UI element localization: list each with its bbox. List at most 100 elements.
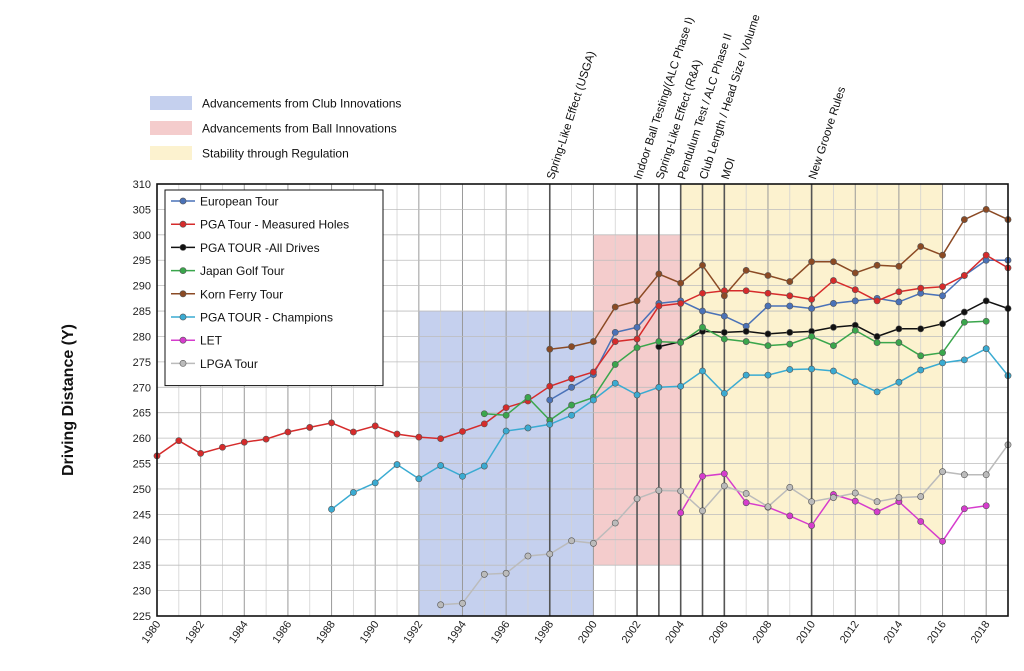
series-line xyxy=(331,347,1009,510)
x-tick-label: 1992 xyxy=(401,619,425,646)
data-point xyxy=(851,497,859,505)
data-point xyxy=(371,422,379,430)
data-point xyxy=(960,318,968,326)
data-point xyxy=(764,330,772,338)
data-point xyxy=(917,366,925,374)
data-point xyxy=(830,277,837,284)
data-point xyxy=(546,345,554,353)
data-point xyxy=(197,449,205,457)
data-point xyxy=(851,326,859,334)
data-point xyxy=(895,288,903,296)
data-point xyxy=(939,251,946,259)
data-point xyxy=(851,269,859,277)
data-point xyxy=(939,320,946,328)
data-point xyxy=(786,278,794,285)
data-point xyxy=(982,345,990,353)
data-point xyxy=(524,552,532,560)
data-point xyxy=(786,292,794,300)
x-tick-label: 2000 xyxy=(576,619,600,646)
data-point xyxy=(590,396,597,404)
data-point xyxy=(524,424,532,432)
data-point xyxy=(960,272,968,279)
data-point xyxy=(960,471,968,479)
data-point xyxy=(175,437,183,445)
y-tick-label: 285 xyxy=(133,306,151,318)
data-point xyxy=(851,286,859,294)
x-tick-label: 1994 xyxy=(445,619,469,646)
data-point xyxy=(655,338,663,345)
data-point xyxy=(764,302,772,310)
data-point xyxy=(633,297,641,305)
legend-label: Japan Golf Tour xyxy=(200,264,285,278)
data-point xyxy=(720,312,728,320)
y-tick-label: 240 xyxy=(133,535,151,547)
x-tick-label: 2006 xyxy=(707,619,731,646)
data-point xyxy=(459,599,466,607)
x-tick-label: 1990 xyxy=(358,619,382,646)
data-point xyxy=(393,461,401,468)
data-point xyxy=(328,419,335,427)
data-point xyxy=(524,394,532,401)
data-point xyxy=(568,537,575,545)
data-point xyxy=(939,359,946,367)
legend-marker xyxy=(179,197,187,205)
data-point xyxy=(546,420,554,428)
legend-marker xyxy=(179,267,187,274)
y-tick-label: 245 xyxy=(133,509,151,521)
data-point xyxy=(786,329,794,336)
legend-label: LPGA Tour xyxy=(200,357,258,371)
data-point xyxy=(633,323,641,331)
data-point xyxy=(982,502,990,510)
data-point xyxy=(960,505,968,513)
data-point xyxy=(677,382,685,390)
data-point xyxy=(568,383,575,391)
data-point xyxy=(982,251,990,259)
region-legend-label: Advancements from Club Innovations xyxy=(202,97,401,111)
data-point xyxy=(437,435,445,443)
x-tick-label: 1986 xyxy=(271,619,295,646)
data-point xyxy=(611,361,619,368)
series-pga-tour-measured-holes xyxy=(153,251,1012,460)
legend-label: PGA Tour - Measured Holes xyxy=(200,218,349,232)
data-point xyxy=(502,411,510,419)
x-tick-label: 2014 xyxy=(881,619,905,646)
y-tick-label: 275 xyxy=(133,357,151,369)
data-point xyxy=(720,389,728,397)
data-point xyxy=(655,487,663,494)
data-point xyxy=(742,287,750,295)
data-point xyxy=(546,382,554,390)
data-point xyxy=(960,216,968,223)
data-point xyxy=(895,262,903,270)
data-point xyxy=(655,302,663,310)
data-point xyxy=(546,396,554,404)
data-point xyxy=(677,339,685,346)
y-tick-label: 250 xyxy=(133,484,151,496)
data-point xyxy=(808,365,816,373)
data-point xyxy=(808,498,816,506)
data-point xyxy=(830,342,837,350)
data-point xyxy=(699,307,706,315)
y-tick-label: 295 xyxy=(133,255,151,267)
data-point xyxy=(415,433,423,441)
data-point xyxy=(873,261,881,269)
x-tick-label: 1982 xyxy=(183,619,207,646)
data-point xyxy=(873,508,881,516)
data-point xyxy=(873,339,881,346)
y-axis-label: Driving Distance (Y) xyxy=(60,324,77,476)
data-point xyxy=(895,298,903,306)
data-point xyxy=(960,356,968,364)
region-legend-label: Stability through Regulation xyxy=(202,147,349,161)
x-tick-label: 2018 xyxy=(969,619,993,646)
y-tick-label: 290 xyxy=(133,281,151,293)
data-point xyxy=(568,401,575,409)
y-tick-label: 310 xyxy=(133,179,151,191)
data-point xyxy=(830,258,837,266)
data-point xyxy=(786,512,794,520)
data-point xyxy=(480,410,488,418)
x-tick-label: 1988 xyxy=(314,619,338,646)
data-point xyxy=(677,487,685,495)
data-point xyxy=(939,537,946,545)
data-point xyxy=(982,317,990,325)
data-point xyxy=(808,333,816,340)
y-tick-label: 225 xyxy=(133,611,151,623)
